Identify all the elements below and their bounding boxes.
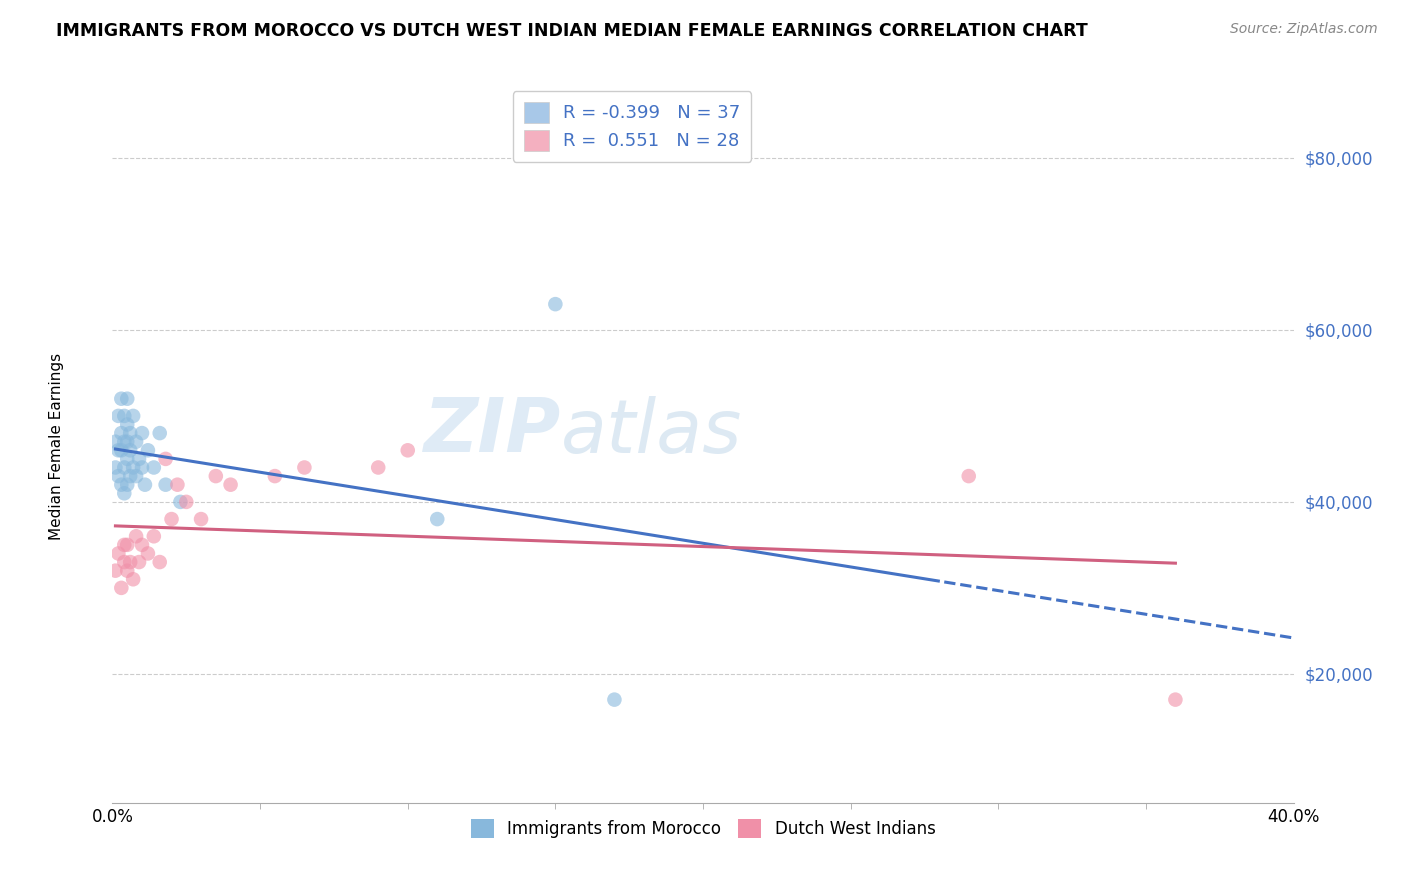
Point	[125, 434, 148, 449]
Point	[155, 451, 177, 466]
Point	[112, 460, 135, 475]
Point	[166, 477, 188, 491]
Point	[426, 512, 449, 526]
Legend: Immigrants from Morocco, Dutch West Indians: Immigrants from Morocco, Dutch West Indi…	[464, 812, 942, 845]
Point	[107, 443, 129, 458]
Point	[292, 460, 315, 475]
Point	[125, 469, 148, 483]
Point	[134, 477, 156, 491]
Point	[122, 409, 145, 423]
Point	[1164, 692, 1187, 706]
Point	[128, 555, 150, 569]
Point	[396, 443, 419, 458]
Point	[142, 529, 165, 543]
Point	[219, 477, 242, 491]
Point	[110, 581, 132, 595]
Point	[174, 495, 197, 509]
Point	[112, 538, 135, 552]
Point	[112, 555, 135, 569]
Text: Source: ZipAtlas.com: Source: ZipAtlas.com	[1230, 22, 1378, 37]
Point	[136, 443, 159, 458]
Point	[544, 297, 567, 311]
Point	[120, 555, 142, 569]
Point	[120, 469, 142, 483]
Point	[122, 460, 145, 475]
Point	[160, 512, 183, 526]
Point	[957, 469, 980, 483]
Point	[169, 495, 191, 509]
Point	[117, 451, 138, 466]
Point	[120, 443, 142, 458]
Point	[125, 529, 148, 543]
Point	[120, 426, 142, 441]
Point	[131, 538, 153, 552]
Point	[110, 392, 132, 406]
Text: ZIP: ZIP	[425, 395, 561, 468]
Point	[117, 417, 138, 432]
Point	[107, 409, 129, 423]
Text: Median Female Earnings: Median Female Earnings	[49, 352, 63, 540]
Point	[149, 426, 172, 441]
Point	[205, 469, 228, 483]
Point	[117, 538, 138, 552]
Point	[155, 477, 177, 491]
Point	[131, 460, 153, 475]
Point	[131, 426, 153, 441]
Point	[104, 460, 127, 475]
Point	[136, 546, 159, 560]
Point	[107, 546, 129, 560]
Text: IMMIGRANTS FROM MOROCCO VS DUTCH WEST INDIAN MEDIAN FEMALE EARNINGS CORRELATION : IMMIGRANTS FROM MOROCCO VS DUTCH WEST IN…	[56, 22, 1088, 40]
Point	[117, 392, 138, 406]
Point	[104, 564, 127, 578]
Text: atlas: atlas	[561, 396, 742, 467]
Point	[112, 486, 135, 500]
Point	[112, 434, 135, 449]
Point	[112, 409, 135, 423]
Point	[117, 434, 138, 449]
Point	[149, 555, 172, 569]
Point	[367, 460, 389, 475]
Point	[142, 460, 165, 475]
Point	[122, 572, 145, 586]
Point	[110, 426, 132, 441]
Point	[603, 692, 626, 706]
Point	[110, 443, 132, 458]
Point	[117, 477, 138, 491]
Point	[128, 451, 150, 466]
Point	[117, 564, 138, 578]
Point	[110, 477, 132, 491]
Point	[264, 469, 287, 483]
Point	[190, 512, 212, 526]
Point	[107, 469, 129, 483]
Point	[104, 434, 127, 449]
